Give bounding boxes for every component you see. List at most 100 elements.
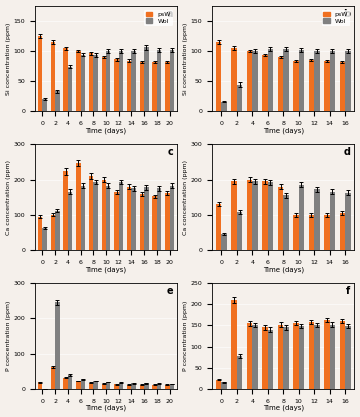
Bar (170, 384, 174, 389)
Text: e: e (166, 286, 173, 296)
Bar (127, 384, 131, 389)
Bar (299, 50, 304, 111)
Bar (340, 213, 345, 250)
Bar (309, 60, 314, 111)
Bar (152, 62, 157, 111)
Bar (93, 55, 98, 111)
Bar (293, 323, 299, 389)
Bar (38, 36, 42, 111)
Bar (237, 212, 242, 250)
Bar (89, 176, 93, 250)
Bar (345, 193, 351, 250)
Bar (144, 187, 149, 250)
Bar (293, 61, 299, 111)
Legend: psW, WoI: psW, WoI (321, 10, 350, 26)
Bar (51, 42, 55, 111)
Bar (144, 383, 149, 389)
Bar (330, 51, 335, 111)
Bar (102, 57, 106, 111)
X-axis label: Time (days): Time (days) (263, 405, 304, 412)
Bar (114, 384, 119, 389)
Bar (93, 182, 98, 250)
Bar (140, 62, 144, 111)
Bar (340, 62, 345, 111)
Bar (165, 384, 170, 389)
Bar (89, 383, 93, 389)
Bar (51, 367, 55, 389)
Bar (76, 51, 81, 111)
Bar (81, 379, 85, 389)
Bar (237, 85, 242, 111)
Bar (216, 204, 221, 250)
Bar (144, 47, 149, 111)
Bar (63, 377, 68, 389)
Bar (42, 99, 47, 111)
X-axis label: Time (days): Time (days) (85, 405, 127, 412)
Bar (131, 383, 136, 389)
Bar (38, 216, 42, 250)
Text: b: b (343, 9, 350, 19)
Bar (216, 379, 221, 389)
Bar (309, 215, 314, 250)
Bar (299, 185, 304, 250)
Bar (119, 182, 123, 250)
Bar (309, 322, 314, 389)
Bar (170, 186, 174, 250)
Bar (81, 55, 85, 111)
Bar (283, 327, 289, 389)
Bar (140, 193, 144, 250)
Bar (119, 383, 123, 389)
Bar (293, 215, 299, 250)
Bar (221, 102, 227, 111)
X-axis label: Time (days): Time (days) (85, 266, 127, 273)
Bar (247, 51, 252, 111)
Text: a: a (166, 9, 173, 19)
Bar (102, 180, 106, 250)
Y-axis label: Si concentration (ppm): Si concentration (ppm) (183, 22, 188, 95)
Bar (55, 211, 60, 250)
Bar (252, 51, 258, 111)
Bar (345, 326, 351, 389)
Y-axis label: Ca concentration (ppm): Ca concentration (ppm) (183, 160, 188, 235)
Bar (221, 234, 227, 250)
Bar (314, 325, 320, 389)
Bar (68, 192, 72, 250)
Bar (140, 384, 144, 389)
Bar (324, 320, 330, 389)
Bar (131, 51, 136, 111)
Bar (330, 192, 335, 250)
X-axis label: Time (days): Time (days) (263, 266, 304, 273)
Bar (324, 215, 330, 250)
Bar (345, 51, 351, 111)
Bar (106, 51, 111, 111)
Bar (165, 193, 170, 250)
Y-axis label: Ca concentration (ppm): Ca concentration (ppm) (5, 160, 10, 235)
Bar (76, 381, 81, 389)
Bar (216, 42, 221, 111)
Bar (170, 50, 174, 111)
Bar (278, 324, 283, 389)
Bar (106, 382, 111, 389)
Bar (231, 300, 237, 389)
Bar (76, 163, 81, 250)
Bar (89, 53, 93, 111)
Bar (152, 196, 157, 250)
Bar (237, 356, 242, 389)
Legend: psW, WoI: psW, WoI (144, 10, 173, 26)
Bar (330, 324, 335, 389)
X-axis label: Time (days): Time (days) (263, 128, 304, 134)
Bar (324, 61, 330, 111)
Bar (268, 182, 273, 250)
Bar (106, 186, 111, 250)
Y-axis label: Si concentration (ppm): Si concentration (ppm) (6, 22, 11, 95)
Bar (81, 186, 85, 250)
Bar (55, 91, 60, 111)
Bar (63, 48, 68, 111)
Bar (314, 51, 320, 111)
Bar (283, 196, 289, 250)
Bar (157, 384, 161, 389)
Bar (42, 228, 47, 250)
Bar (157, 50, 161, 111)
X-axis label: Time (days): Time (days) (85, 128, 127, 134)
Bar (93, 381, 98, 389)
